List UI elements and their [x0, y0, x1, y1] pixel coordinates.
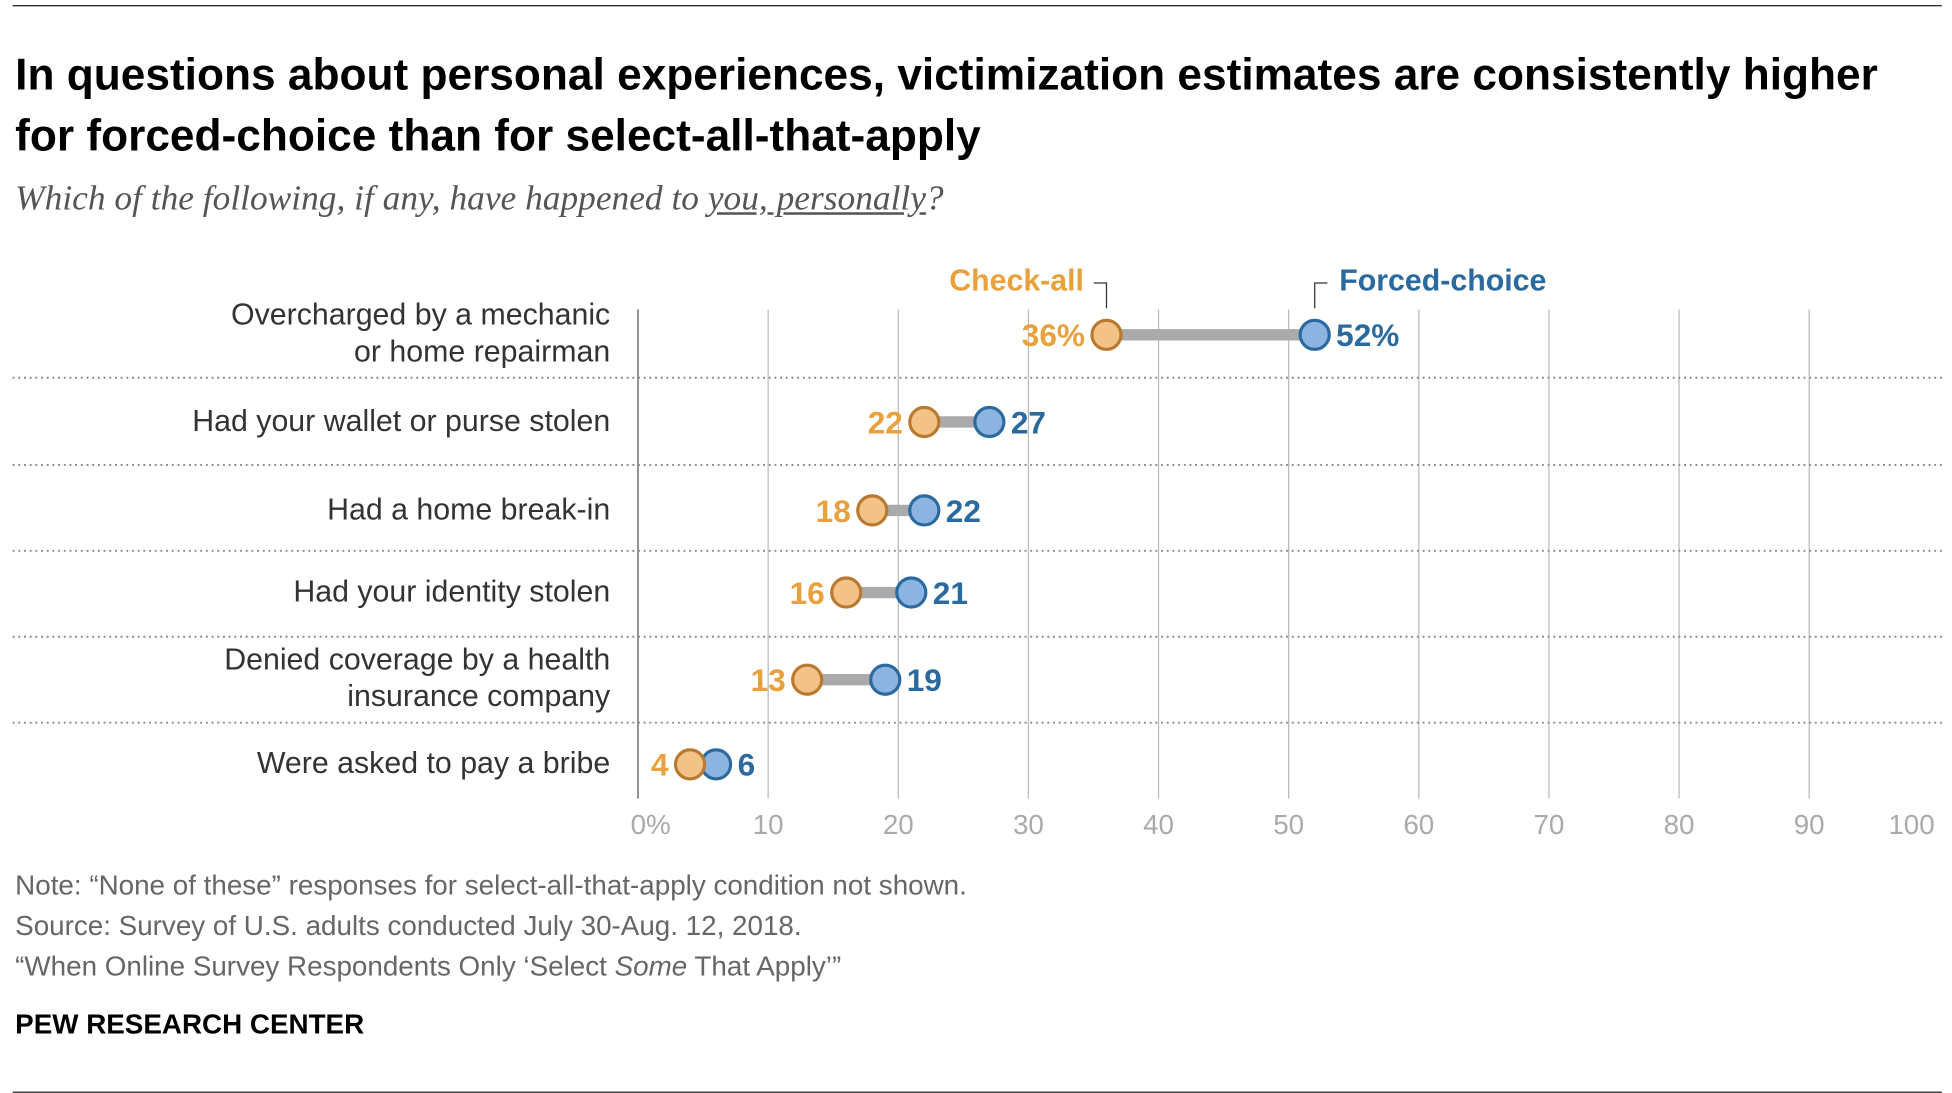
chart-title: In questions about personal experiences,… [15, 50, 1878, 161]
x-tick-label: 0% [631, 809, 671, 840]
check-all-dot [1090, 318, 1123, 351]
check-all-dot [673, 748, 707, 781]
forced-choice-value-label: 22 [946, 493, 981, 529]
forced-choice-dot [973, 405, 1006, 439]
x-tick-label: 90 [1794, 809, 1825, 840]
subtitle-underlined: you, personally [707, 179, 926, 219]
top-rule [12, 5, 1942, 7]
category-label-line: Were asked to pay a bribe [256, 746, 611, 781]
forced-choice-dot [908, 494, 941, 527]
category-label-line: Had your identity stolen [293, 574, 611, 609]
forced-choice-dot [1298, 318, 1331, 351]
x-tick-label: 70 [1533, 809, 1564, 840]
category-label-line: insurance company [347, 679, 611, 714]
forced-choice-value-label: 19 [907, 662, 942, 698]
x-tick-label: 40 [1143, 809, 1174, 840]
x-tick-label: 60 [1403, 809, 1434, 840]
note: Note: “None of these” responses for sele… [15, 869, 967, 901]
plot-area: 0% 10 20 30 40 50 60 70 80 90 100 Check-all Forced-c… [12, 265, 1942, 840]
category-label: Had a home break-in [327, 491, 610, 528]
check-all-value-label: 16 [790, 575, 825, 611]
source: Source: Survey of U.S. adults conducted … [15, 909, 802, 942]
check-all-value-label: 4 [651, 747, 669, 783]
forced-choice-value-label: 52% [1336, 317, 1399, 353]
brand-logo: PEW RESEARCH CENTER [15, 1008, 365, 1040]
legend-check-all: Check-all [949, 265, 1084, 298]
category-label: Had your identity stolen [293, 573, 610, 610]
check-all-dot [791, 663, 824, 696]
category-label-line: or home repairman [354, 334, 611, 369]
legend-leader [1093, 282, 1108, 309]
category-label: Were asked to pay a bribe [257, 745, 610, 782]
check-all-dot [908, 405, 941, 439]
forced-choice-dot [895, 576, 928, 609]
x-tick-label: 30 [1013, 809, 1044, 840]
subtitle-end: ? [925, 179, 944, 219]
category-label: Had your wallet or purse stolen [192, 402, 610, 439]
category-label: Denied coverage by a health insurance com… [224, 642, 610, 715]
check-all-dot [856, 494, 889, 527]
report-title: “When Online Survey Respondents Only ‘Se… [15, 950, 842, 982]
forced-choice-dot [869, 663, 902, 696]
x-tick-label: 80 [1664, 809, 1695, 840]
check-all-value-label: 13 [751, 662, 786, 698]
x-tick-label: 10 [753, 809, 784, 840]
category-label-line: Had your wallet or purse stolen [192, 403, 611, 438]
check-all-value-label: 36% [1022, 317, 1085, 353]
category-label-line: Denied coverage by a health [224, 643, 611, 678]
x-tick-label: 20 [883, 809, 914, 840]
category-label-line: Had a home break-in [327, 492, 611, 527]
x-tick-label: 100 [1888, 809, 1934, 840]
legend-leader [1314, 282, 1328, 309]
legend-forced-choice: Forced-choice [1339, 265, 1546, 298]
subtitle-text: Which of the following, if any, have hap… [15, 179, 708, 219]
category-label-line: Overcharged by a mechanic [231, 298, 611, 333]
check-all-value-label: 22 [868, 404, 903, 440]
x-tick-label: 50 [1273, 809, 1304, 840]
chart-subtitle: Which of the following, if any, have hap… [15, 179, 943, 219]
forced-choice-value-label: 6 [738, 747, 756, 783]
check-all-dot [830, 576, 863, 609]
forced-choice-value-label: 21 [933, 575, 968, 611]
check-all-value-label: 18 [816, 493, 851, 529]
forced-choice-value-label: 27 [1011, 404, 1046, 440]
category-label: Overcharged by a mechanic or home repairm… [231, 297, 610, 370]
